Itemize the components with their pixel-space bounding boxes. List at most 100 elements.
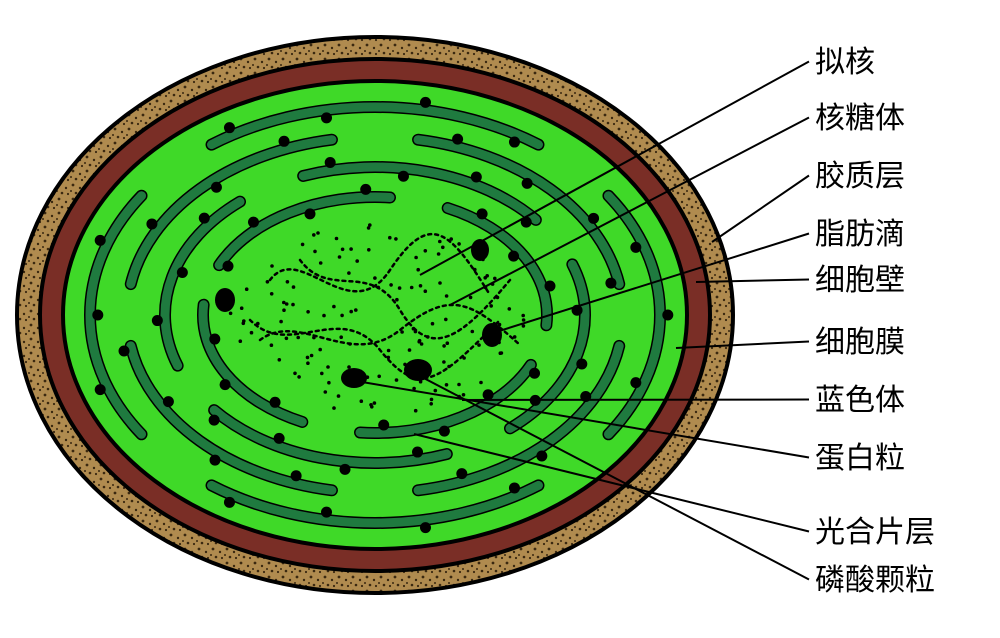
ribosome-dot: [324, 390, 328, 394]
ribosome-dot: [250, 331, 254, 335]
ribosome-dot: [339, 335, 343, 339]
blue-body: [588, 213, 599, 224]
blue-body: [471, 172, 482, 183]
ribosome-dot: [313, 250, 317, 254]
ribosome-dot: [373, 276, 377, 280]
protein-granule: [404, 359, 432, 381]
ribosome-dot: [457, 383, 461, 387]
blue-body: [360, 184, 371, 195]
ribosome-dot: [471, 330, 475, 334]
blue-body: [483, 389, 494, 400]
ribosome-dot: [449, 237, 453, 241]
blue-body: [420, 97, 431, 108]
blue-body: [605, 278, 616, 289]
ribosome-dot: [462, 393, 466, 397]
ribosome-dot: [354, 308, 358, 312]
ribosome-dot: [388, 236, 392, 240]
ribosome-dot: [229, 312, 233, 316]
blue-body: [119, 346, 130, 357]
blue-body: [211, 182, 222, 193]
ribosome-dot: [270, 264, 274, 268]
blue-body: [279, 136, 290, 147]
blue-body: [209, 334, 220, 345]
ribosome-dot: [279, 320, 283, 324]
blue-body: [209, 415, 220, 426]
ribosome-dot: [420, 342, 424, 346]
ribosome-dot: [473, 268, 477, 272]
ribosome-dot: [447, 365, 451, 369]
blue-body: [420, 522, 431, 533]
ribosome-dot: [429, 402, 433, 406]
blue-body: [630, 242, 641, 253]
label-blue_body: 蓝色体: [815, 384, 905, 417]
ribosome-dot: [419, 284, 423, 288]
ribosome-dot: [270, 292, 274, 296]
ribosome-dot: [256, 322, 260, 326]
ribosome-dot: [522, 318, 526, 322]
ribosome-dot: [424, 289, 428, 293]
ribosome-dot: [347, 365, 351, 369]
blue-body: [321, 507, 332, 518]
ribosome-dot: [327, 381, 331, 385]
ribosome-dot: [408, 348, 412, 352]
blue-body: [340, 464, 351, 475]
ribosome-dot: [360, 399, 364, 403]
blue-body: [177, 267, 188, 278]
blue-body: [224, 497, 235, 508]
ribosome-dot: [410, 286, 414, 290]
ribosome-dot: [493, 277, 497, 281]
ribosome-dot: [319, 261, 323, 265]
ribosome-dot: [347, 271, 351, 275]
blue-body: [210, 455, 221, 466]
blue-body: [576, 359, 587, 370]
ribosome-dot: [500, 351, 504, 355]
ribosome-dot: [441, 246, 445, 250]
blue-body: [544, 280, 555, 291]
blue-body: [536, 450, 547, 461]
cell: [17, 37, 733, 593]
ribosome-dot: [340, 314, 344, 318]
blue-body: [270, 397, 281, 408]
ribosome-dot: [310, 354, 314, 358]
ribosome-dot: [434, 389, 438, 393]
label-lipid_drop: 脂肪滴: [815, 218, 905, 251]
ribosome-dot: [395, 298, 399, 302]
ribosome-dot: [286, 280, 290, 284]
lipid-drop: [215, 288, 235, 312]
ribosome-dot: [349, 247, 353, 251]
leader-line-slime_layer: [712, 176, 809, 243]
ribosome-dot: [239, 339, 243, 343]
label-nucleoid: 拟核: [815, 46, 875, 79]
blue-body: [509, 482, 520, 493]
ribosome-dot: [377, 286, 381, 290]
blue-body: [220, 379, 231, 390]
blue-body: [509, 137, 520, 148]
ribosome-dot: [446, 341, 450, 345]
ribosome-dot: [521, 314, 525, 318]
ribosome-dot: [437, 252, 441, 256]
ribosome-dot: [322, 314, 326, 318]
blue-body: [325, 157, 336, 168]
ribosome-dot: [312, 233, 316, 237]
ribosome-dot: [445, 294, 449, 298]
ribosome-dot: [424, 249, 428, 253]
ribosome-dot: [398, 286, 402, 290]
ribosome-dot: [414, 409, 418, 413]
blue-body: [248, 217, 259, 228]
ribosome-dot: [245, 287, 249, 291]
blue-body: [452, 134, 463, 145]
blue-body: [508, 251, 519, 262]
ribosome-dot: [240, 306, 244, 310]
ribosome-dot: [462, 356, 466, 360]
ribosome-dot: [335, 237, 339, 241]
ribosome-dot: [316, 231, 320, 235]
ribosome-dot: [332, 406, 336, 410]
blue-body: [456, 468, 467, 479]
blue-body: [274, 433, 285, 444]
ribosome-dot: [508, 307, 512, 311]
blue-body: [398, 171, 409, 182]
blue-body: [439, 426, 450, 437]
blue-body: [291, 470, 302, 481]
ribosome-dot: [367, 248, 371, 252]
ribosome-dot: [349, 310, 353, 314]
